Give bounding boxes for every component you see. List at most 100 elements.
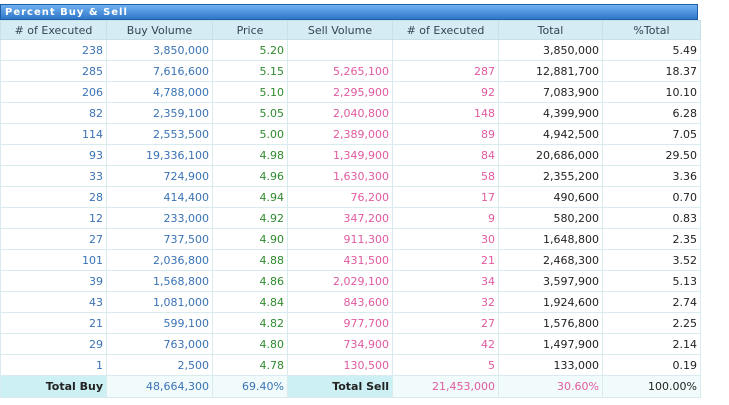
buy-executed-cell: 12 [0,207,107,229]
buy-volume-cell: 2,036,800 [106,249,213,271]
buy-volume-cell: 4,788,000 [106,81,213,103]
sell-volume-cell: 2,295,900 [287,81,393,103]
sell-executed-cell: 42 [392,333,499,355]
pct-total-cell: 10.10 [602,81,701,103]
total-cell: 2,468,300 [498,249,603,271]
sell-volume-cell: 911,300 [287,228,393,250]
col-header-total: Total [498,20,603,40]
table-row: 28 414,400 4.94 76,200 17 490,600 0.70 [0,186,701,208]
col-header-sell-executed: # of Executed [392,20,499,40]
sell-executed-cell: 84 [392,144,499,166]
sell-volume-cell: 1,349,900 [287,144,393,166]
pct-total-cell: 2.14 [602,333,701,355]
pct-total-cell: 3.52 [602,249,701,271]
price-cell: 4.96 [212,165,288,187]
buy-executed-cell: 93 [0,144,107,166]
price-cell: 4.92 [212,207,288,229]
buy-executed-cell: 27 [0,228,107,250]
pct-total-cell: 5.13 [602,270,701,292]
table-row: 21 599,100 4.82 977,700 27 1,576,800 2.25 [0,312,701,334]
col-header-buy-volume: Buy Volume [106,20,213,40]
total-cell: 1,576,800 [498,312,603,334]
buy-executed-cell: 33 [0,165,107,187]
sell-volume-cell: 2,389,000 [287,123,393,145]
pct-total-cell: 0.70 [602,186,701,208]
sell-executed-cell: 148 [392,102,499,124]
sell-executed-cell: 30 [392,228,499,250]
total-cell: 7,083,900 [498,81,603,103]
price-cell: 5.10 [212,81,288,103]
panel-title: Percent Buy & Sell [0,4,698,20]
table-row: 12 233,000 4.92 347,200 9 580,200 0.83 [0,207,701,229]
price-cell: 4.94 [212,186,288,208]
buy-executed-cell: 29 [0,333,107,355]
total-cell: 1,497,900 [498,333,603,355]
sell-executed-cell: 32 [392,291,499,313]
sell-volume-cell: 431,500 [287,249,393,271]
buy-executed-cell: 285 [0,60,107,82]
col-header-buy-executed: # of Executed [0,20,107,40]
sell-volume-cell [287,39,393,61]
sell-executed-cell: 58 [392,165,499,187]
table-row: 206 4,788,000 5.10 2,295,900 92 7,083,900 10.1… [0,81,701,103]
total-cell: 3,597,900 [498,270,603,292]
table-body: 238 3,850,000 5.20 3,850,000 5.49 285 7,616,60… [0,39,701,376]
sell-executed-cell: 27 [392,312,499,334]
pct-total-cell: 6.28 [602,102,701,124]
sell-executed-cell: 92 [392,81,499,103]
pct-total-cell: 2.35 [602,228,701,250]
sell-volume-cell: 347,200 [287,207,393,229]
buy-sell-table: # of Executed Buy Volume Price Sell Volu… [0,20,701,398]
table-row: 27 737,500 4.90 911,300 30 1,648,800 2.35 [0,228,701,250]
total-cell: 1,648,800 [498,228,603,250]
header-row: # of Executed Buy Volume Price Sell Volu… [0,20,701,40]
sell-executed-cell: 5 [392,354,499,376]
pct-total-cell: 3.36 [602,165,701,187]
pct-total-cell: 2.25 [602,312,701,334]
sell-executed-cell: 9 [392,207,499,229]
totals-row: Total Buy 48,664,300 69.40% Total Sell 2… [0,375,701,398]
sell-executed-cell: 89 [392,123,499,145]
total-sell-volume: 21,453,000 [392,375,499,398]
table-row: 238 3,850,000 5.20 3,850,000 5.49 [0,39,701,61]
total-cell: 12,881,700 [498,60,603,82]
buy-executed-cell: 21 [0,312,107,334]
sell-volume-cell: 5,265,100 [287,60,393,82]
pct-total-cell: 5.49 [602,39,701,61]
table-row: 285 7,616,600 5.15 5,265,100 287 12,881,700 18… [0,60,701,82]
buy-volume-cell: 414,400 [106,186,213,208]
total-buy-percent: 69.40% [212,375,288,398]
price-cell: 4.98 [212,144,288,166]
total-cell: 3,850,000 [498,39,603,61]
total-buy-volume: 48,664,300 [106,375,213,398]
buy-volume-cell: 2,553,500 [106,123,213,145]
buy-volume-cell: 233,000 [106,207,213,229]
pct-total-cell: 0.83 [602,207,701,229]
col-header-sell-volume: Sell Volume [287,20,393,40]
total-cell: 133,000 [498,354,603,376]
buy-volume-cell: 7,616,600 [106,60,213,82]
buy-volume-cell: 724,900 [106,165,213,187]
total-cell: 490,600 [498,186,603,208]
sell-volume-cell: 130,500 [287,354,393,376]
buy-executed-cell: 101 [0,249,107,271]
pct-total-cell: 29.50 [602,144,701,166]
pct-total-cell: 0.19 [602,354,701,376]
col-header-pct-total: %Total [602,20,701,40]
pct-total-cell: 18.37 [602,60,701,82]
sell-volume-cell: 2,029,100 [287,270,393,292]
buy-executed-cell: 206 [0,81,107,103]
buy-volume-cell: 1,081,000 [106,291,213,313]
buy-executed-cell: 1 [0,354,107,376]
sell-volume-cell: 843,600 [287,291,393,313]
total-cell: 580,200 [498,207,603,229]
pct-total-cell: 2.74 [602,291,701,313]
buy-volume-cell: 599,100 [106,312,213,334]
price-cell: 4.82 [212,312,288,334]
buy-volume-cell: 763,000 [106,333,213,355]
sell-executed-cell: 21 [392,249,499,271]
total-cell: 1,924,600 [498,291,603,313]
table-row: 101 2,036,800 4.88 431,500 21 2,468,300 3.52 [0,249,701,271]
buy-volume-cell: 2,359,100 [106,102,213,124]
table-row: 39 1,568,800 4.86 2,029,100 34 3,597,900 5.13 [0,270,701,292]
